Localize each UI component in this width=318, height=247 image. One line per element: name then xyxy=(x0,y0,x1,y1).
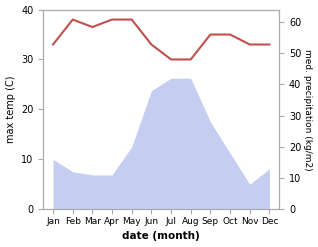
X-axis label: date (month): date (month) xyxy=(122,231,200,242)
Y-axis label: med. precipitation (kg/m2): med. precipitation (kg/m2) xyxy=(303,49,313,170)
Y-axis label: max temp (C): max temp (C) xyxy=(5,76,16,143)
